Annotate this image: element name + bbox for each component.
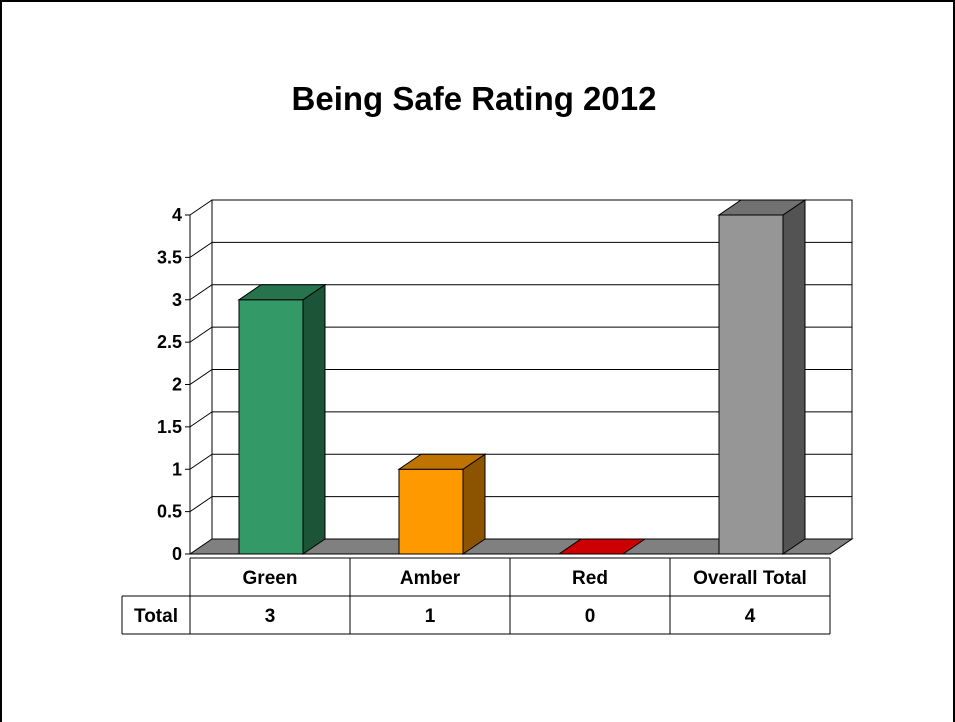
table-cell: 1 — [425, 606, 436, 627]
bar-front — [238, 299, 304, 555]
y-tick-label: 0 — [172, 544, 182, 564]
table-cell: 4 — [745, 606, 756, 627]
y-tick-label: 4 — [172, 205, 182, 225]
bar-front — [398, 468, 464, 555]
bar-front — [718, 214, 784, 555]
gridline-diagonal — [189, 496, 213, 513]
y-tick-label: 1.5 — [157, 417, 182, 437]
y-tick-label: 3 — [172, 290, 182, 310]
table-cell: 0 — [585, 606, 596, 627]
table-cell: 3 — [265, 606, 276, 627]
bar-top — [557, 538, 647, 555]
category-label: Red — [572, 568, 608, 589]
gridline-diagonal — [189, 453, 213, 470]
bar-red — [557, 538, 647, 555]
y-tick-label: 0.5 — [157, 502, 182, 522]
bar-top — [717, 199, 807, 216]
data-table: Green Amber Red Overall Total Total 3 1 0 4 — [121, 557, 831, 635]
bar-top — [237, 284, 327, 301]
bar-side — [782, 199, 806, 555]
category-label: Green — [243, 568, 298, 589]
gridline-diagonal — [189, 241, 213, 258]
gridline-diagonal — [189, 326, 213, 343]
bar-top — [397, 453, 487, 470]
bar-side — [302, 283, 326, 555]
bar-side — [462, 453, 486, 555]
bar-amber — [397, 453, 487, 555]
gridline-diagonal — [189, 284, 213, 301]
bars — [237, 199, 807, 555]
gridline-diagonal — [189, 369, 213, 385]
y-tick-label: 2 — [172, 375, 182, 395]
bar-overall-total — [717, 199, 807, 555]
y-tick-label: 1 — [172, 459, 182, 479]
table-row-label: Total — [134, 606, 178, 627]
y-axis: 0 0.5 1 1.5 2 2.5 3 3.5 4 — [157, 205, 190, 564]
gridline-diagonal — [189, 411, 213, 428]
bar-green — [237, 283, 327, 555]
chart-title: Being Safe Rating 2012 — [292, 80, 657, 117]
y-tick-label: 3.5 — [157, 247, 182, 267]
y-tick-label: 2.5 — [157, 332, 182, 352]
category-label: Overall Total — [693, 568, 807, 589]
category-label: Amber — [400, 568, 461, 589]
gridline-diagonal — [189, 199, 213, 216]
